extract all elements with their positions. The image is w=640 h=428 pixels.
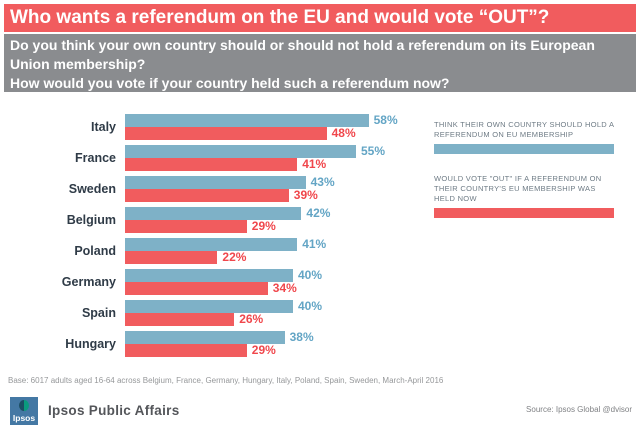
value-label: 58%	[373, 113, 398, 127]
vote-out-bar	[125, 189, 289, 202]
chart-row: France 55% 41%	[0, 145, 432, 171]
category-label: Belgium	[66, 213, 116, 227]
chart-row: Poland 41% 22%	[0, 238, 432, 264]
value-label: 22%	[222, 250, 247, 264]
survey-question-2: How would you vote if your country held …	[10, 75, 450, 91]
category-label: Italy	[90, 120, 116, 134]
chart-row: Italy 58% 48%	[0, 114, 432, 140]
referendum-bar	[125, 238, 298, 251]
category-label: Germany	[61, 275, 116, 289]
category-label: Sweden	[68, 182, 116, 196]
vote-out-bar	[125, 220, 247, 233]
ipsos-logo-text: Ipsos	[12, 413, 36, 423]
bar-chart: Italy 58% 48% France 55% 41% Sweden 43% 39% Belgi…	[0, 114, 432, 362]
referendum-bar	[125, 269, 293, 282]
vote-out-bar	[125, 251, 218, 264]
vote-out-bar	[125, 344, 247, 357]
category-label: France	[75, 151, 116, 165]
value-label: 40%	[298, 268, 323, 282]
value-label: 40%	[298, 299, 323, 313]
legend-label: WOULD VOTE "OUT" IF A REFERENDUM ON THEI…	[434, 174, 602, 203]
category-label: Hungary	[65, 337, 116, 351]
referendum-bar	[125, 331, 285, 344]
legend-label: THINK THEIR OWN COUNTRY SHOULD HOLD A RE…	[434, 120, 614, 139]
value-label: 55%	[361, 144, 386, 158]
source-note: Source: Ipsos Global @dvisor	[526, 405, 632, 414]
chart-legend: THINK THEIR OWN COUNTRY SHOULD HOLD A RE…	[434, 120, 614, 238]
value-label: 39%	[293, 188, 318, 202]
legend-entry: WOULD VOTE "OUT" IF A REFERENDUM ON THEI…	[434, 174, 614, 218]
chart-row: Germany 40% 34%	[0, 269, 432, 295]
referendum-bar	[125, 176, 306, 189]
value-label: 38%	[289, 330, 314, 344]
value-label: 29%	[251, 219, 276, 233]
vote-out-bar	[125, 313, 235, 326]
page-title: Who wants a referendum on the EU and wou…	[4, 4, 636, 32]
brand-title: Ipsos Public Affairs	[48, 403, 180, 418]
chart-row: Hungary 38% 29%	[0, 331, 432, 357]
value-label: 48%	[331, 126, 356, 140]
value-label: 29%	[251, 343, 276, 357]
vote-out-bar	[125, 127, 327, 140]
chart-row: Belgium 42% 29%	[0, 207, 432, 233]
survey-question-1: Do you think your own country should or …	[10, 37, 595, 72]
legend-entry: THINK THEIR OWN COUNTRY SHOULD HOLD A RE…	[434, 120, 614, 154]
category-label: Poland	[74, 244, 116, 258]
vote-out-bar	[125, 282, 268, 295]
chart-row: Spain 40% 26%	[0, 300, 432, 326]
value-label: 41%	[302, 237, 327, 251]
vote-out-bar	[125, 158, 298, 171]
referendum-bar	[125, 114, 369, 127]
ipsos-logo: Ipsos	[10, 397, 38, 425]
legend-swatch	[434, 144, 614, 154]
value-label: 34%	[272, 281, 297, 295]
chart-row: Sweden 43% 39%	[0, 176, 432, 202]
referendum-bar	[125, 300, 293, 313]
base-note: Base: 6017 adults aged 16-64 across Belg…	[8, 376, 444, 385]
value-label: 43%	[310, 175, 335, 189]
category-label: Spain	[81, 306, 116, 320]
ipsos-logo-dot-icon	[19, 400, 29, 411]
referendum-bar	[125, 145, 356, 158]
legend-swatch	[434, 208, 614, 218]
value-label: 26%	[239, 312, 264, 326]
referendum-bar	[125, 207, 302, 220]
value-label: 42%	[306, 206, 331, 220]
survey-questions: Do you think your own country should or …	[4, 34, 636, 92]
value-label: 41%	[302, 157, 327, 171]
